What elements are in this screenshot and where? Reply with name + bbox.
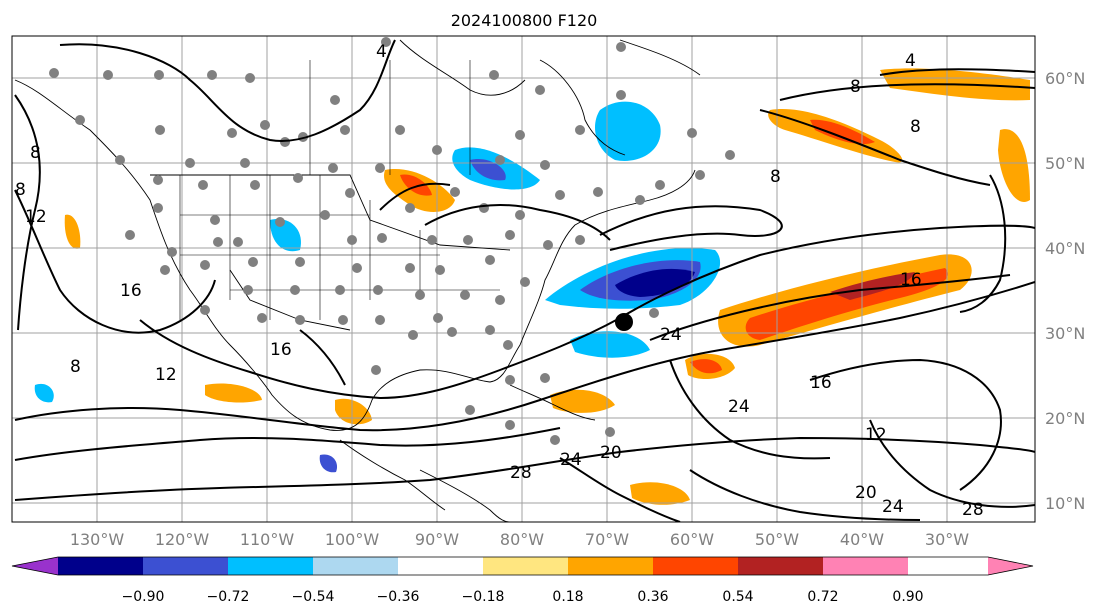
lon-label: 50°W bbox=[755, 530, 799, 549]
contour-label: 8 bbox=[910, 117, 921, 137]
contour-label: 24 bbox=[560, 450, 582, 470]
colorbar-tick: −0.36 bbox=[377, 589, 420, 605]
contour-label: 24 bbox=[660, 325, 682, 345]
shade-darkred-centralatlantic bbox=[830, 272, 915, 300]
contour-label: 4 bbox=[376, 42, 387, 62]
contour-label: 16 bbox=[900, 270, 922, 290]
colorbar-tick: 0.54 bbox=[722, 589, 753, 605]
contour-label: 20 bbox=[600, 443, 622, 463]
contour-label: 12 bbox=[865, 425, 887, 445]
contour-lines bbox=[14, 39, 1035, 522]
longitude-labels: 130°W 120°W 110°W 100°W 90°W 80°W 70°W 6… bbox=[70, 530, 969, 549]
colorbar-outline bbox=[11, 556, 1034, 576]
colorbar-segment bbox=[823, 557, 908, 575]
lon-label: 40°W bbox=[840, 530, 884, 549]
colorbar-extend-high bbox=[988, 557, 1033, 575]
storm-center-marker bbox=[615, 313, 633, 331]
lon-label: 30°W bbox=[925, 530, 969, 549]
colorbar-tick: 0.18 bbox=[552, 589, 583, 605]
lon-label: 70°W bbox=[585, 530, 629, 549]
colorbar-segment bbox=[143, 557, 228, 575]
contour-label: 16 bbox=[270, 340, 292, 360]
lon-label: 110°W bbox=[240, 530, 295, 549]
shade-orange-eastedge bbox=[998, 129, 1030, 202]
colorbar-tick: −0.72 bbox=[207, 589, 250, 605]
colorbar-segment bbox=[653, 557, 738, 575]
lat-label: 60°N bbox=[1045, 69, 1085, 88]
colorbar-tick: −0.18 bbox=[462, 589, 505, 605]
lon-label: 120°W bbox=[155, 530, 210, 549]
contour-label: 24 bbox=[882, 497, 904, 517]
colorbar: −0.90 −0.72 −0.54 −0.36 −0.18 0.18 0.36 … bbox=[11, 556, 1034, 605]
shade-blue-eastpacific bbox=[34, 383, 54, 403]
lat-label: 50°N bbox=[1045, 154, 1085, 173]
colorbar-segment bbox=[58, 557, 143, 575]
lat-label: 30°N bbox=[1045, 324, 1085, 343]
lon-label: 80°W bbox=[500, 530, 544, 549]
contour-label: 4 bbox=[905, 51, 916, 71]
contour-label: 16 bbox=[810, 373, 832, 393]
shade-navy-westatlantic bbox=[615, 268, 695, 297]
latitude-labels: 60°N 50°N 40°N 30°N 20°N 10°N bbox=[1045, 69, 1085, 513]
contour-label: 8 bbox=[850, 77, 861, 97]
contour-label: 16 bbox=[120, 281, 142, 301]
colorbar-tick: 0.36 bbox=[637, 589, 668, 605]
contour-label: 12 bbox=[155, 365, 177, 385]
shade-orange-pacific bbox=[64, 214, 81, 249]
shade-blue-rockies bbox=[270, 219, 301, 252]
figure-title: 2024100800 F120 bbox=[451, 11, 598, 30]
contour-label: 8 bbox=[770, 167, 781, 187]
shade-red-northatlantic bbox=[810, 119, 875, 145]
state-borders bbox=[179, 60, 500, 320]
colorbar-tick: 0.72 bbox=[807, 589, 838, 605]
shade-dark-mexico bbox=[319, 454, 338, 473]
shade-orange-baja bbox=[205, 383, 262, 403]
lat-label: 20°N bbox=[1045, 409, 1085, 428]
lat-label: 40°N bbox=[1045, 239, 1085, 258]
colorbar-tick: −0.54 bbox=[292, 589, 335, 605]
contour-label: 28 bbox=[962, 500, 984, 520]
shade-blue-northatlantic bbox=[595, 101, 661, 161]
lon-label: 60°W bbox=[670, 530, 714, 549]
colorbar-segment bbox=[483, 557, 568, 575]
shade-dark-quebec bbox=[470, 159, 506, 181]
colorbar-segment bbox=[228, 557, 313, 575]
colorbar-extend-low bbox=[12, 557, 58, 575]
map-panel: 4 8 8 12 16 4 8 8 8 16 24 8 12 16 20 24 … bbox=[12, 36, 1035, 522]
colorbar-tick: −0.90 bbox=[122, 589, 165, 605]
colorbar-segment bbox=[738, 557, 823, 575]
station-markers bbox=[49, 37, 735, 445]
contour-label: 24 bbox=[728, 397, 750, 417]
lon-label: 130°W bbox=[70, 530, 125, 549]
colorbar-tick-labels: −0.90 −0.72 −0.54 −0.36 −0.18 0.18 0.36 … bbox=[122, 589, 924, 605]
lon-label: 90°W bbox=[415, 530, 459, 549]
lat-label: 10°N bbox=[1045, 494, 1085, 513]
contour-label: 28 bbox=[510, 463, 532, 483]
shade-blue-south-of-storm bbox=[570, 331, 650, 358]
contour-label: 8 bbox=[15, 180, 26, 200]
contour-label: 8 bbox=[30, 143, 41, 163]
shade-red-ontario bbox=[400, 174, 432, 196]
colorbar-tick: 0.90 bbox=[892, 589, 923, 605]
shade-red-subtropics bbox=[690, 359, 722, 374]
shade-orange-caribbean bbox=[550, 389, 615, 413]
contour-label: 8 bbox=[70, 357, 81, 377]
contour-label: 12 bbox=[25, 207, 47, 227]
shade-orange-southcaribbean bbox=[630, 482, 690, 505]
colorbar-segment bbox=[313, 557, 398, 575]
colorbar-segment bbox=[568, 557, 653, 575]
map-frame bbox=[11, 35, 1036, 523]
contour-label-group: 4 8 8 12 16 4 8 8 8 16 24 8 12 16 20 24 … bbox=[15, 42, 984, 520]
colorbar-segment bbox=[398, 557, 483, 575]
contour-label: 20 bbox=[855, 483, 877, 503]
lon-label: 100°W bbox=[325, 530, 380, 549]
